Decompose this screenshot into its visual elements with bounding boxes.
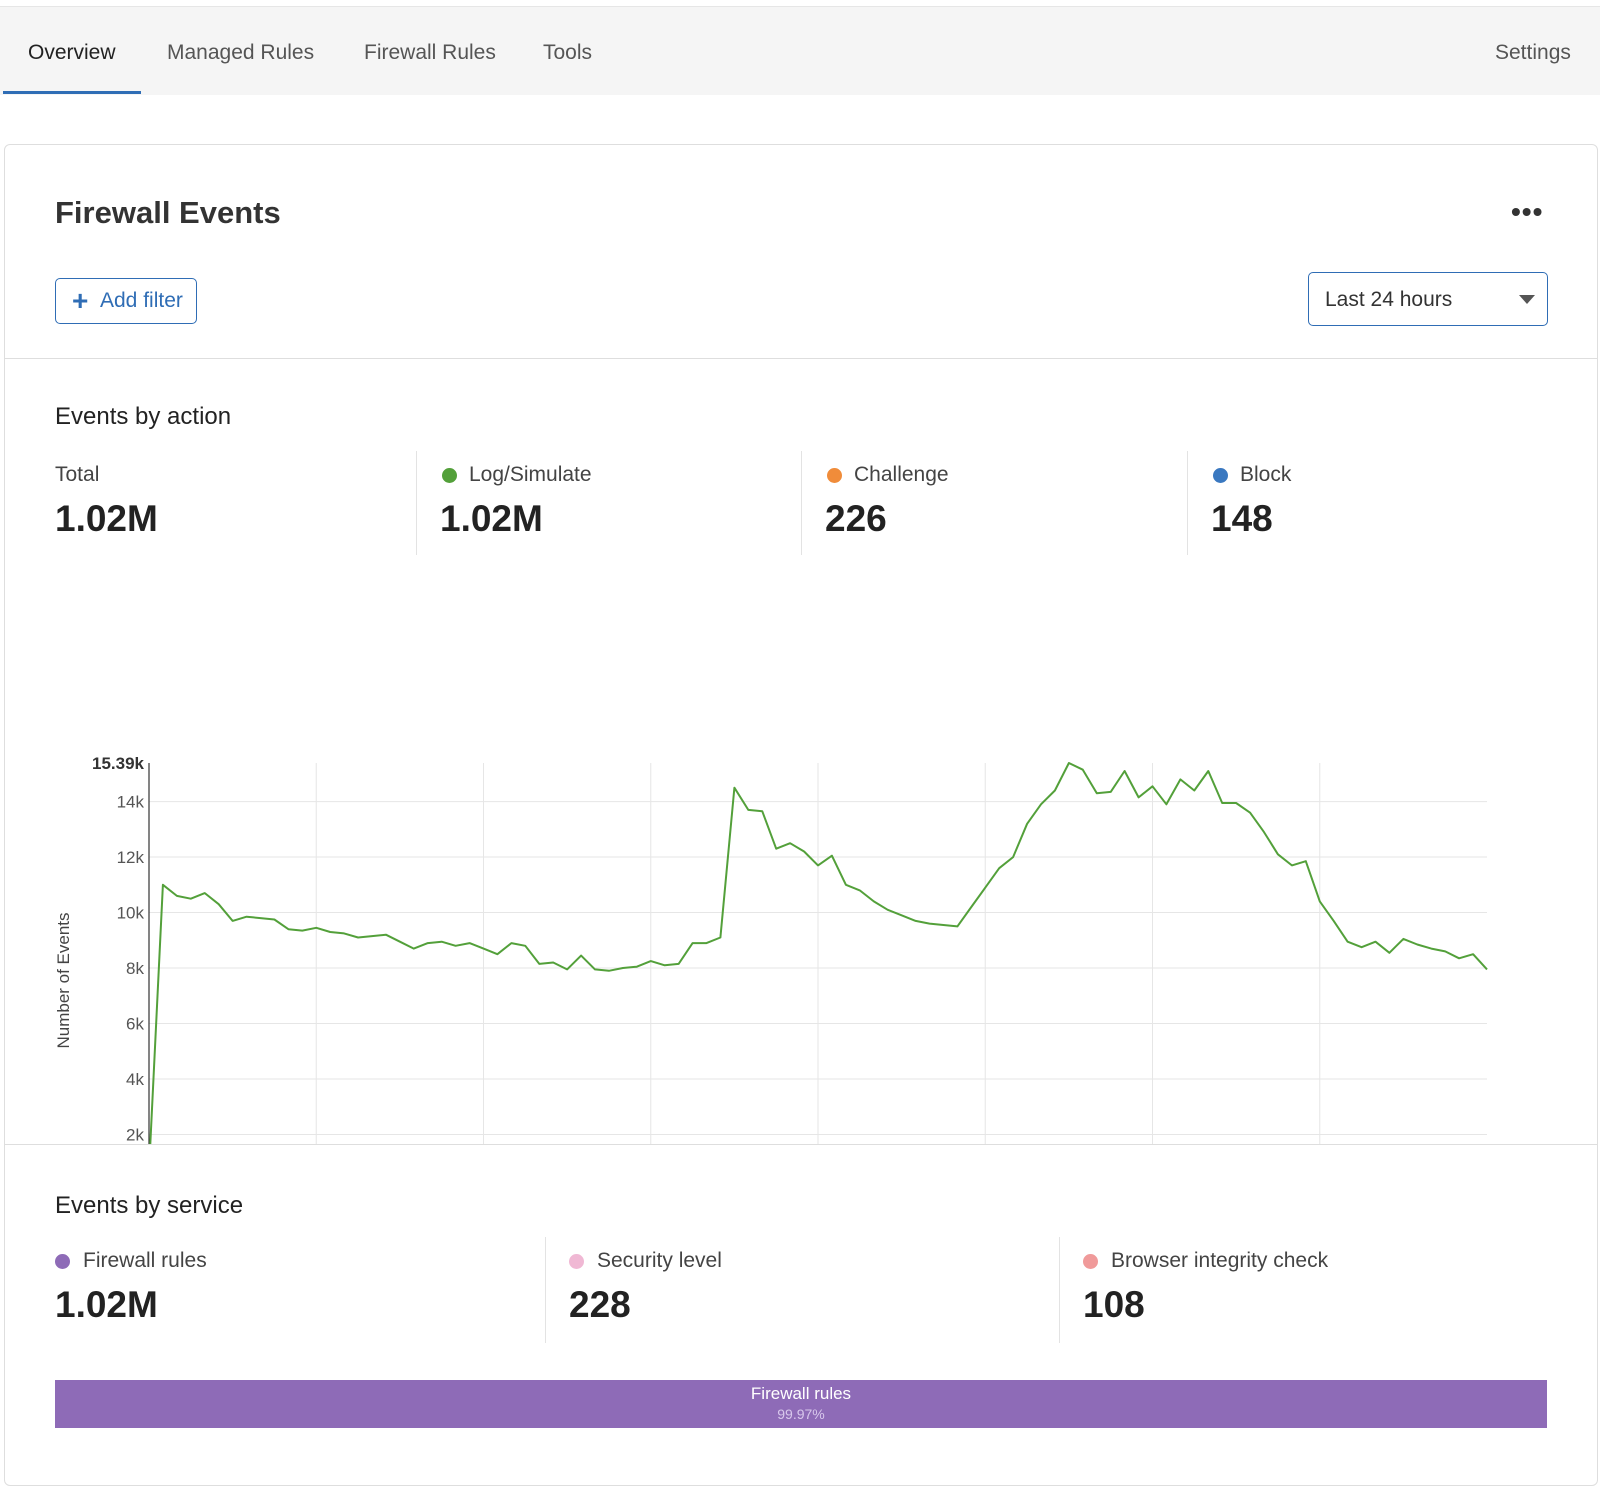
- service-share-bar-percent: 99.97%: [777, 1406, 825, 1422]
- stat-separator: [416, 451, 417, 555]
- stat-firewall-rules-label: Firewall rules: [83, 1249, 207, 1272]
- tab-firewall-rules[interactable]: Firewall Rules: [364, 41, 496, 64]
- challenge-legend-dot: [827, 468, 842, 483]
- y-tick-label: 14k: [117, 793, 145, 812]
- y-tick-label: 12k: [117, 848, 145, 867]
- stat-block-value: 148: [1211, 498, 1273, 539]
- y-tick-label: 2k: [126, 1126, 144, 1145]
- tab-settings[interactable]: Settings: [1495, 41, 1571, 64]
- events-by-action-title: Events by action: [55, 403, 232, 430]
- service-share-bar[interactable]: Firewall rules 99.97%: [55, 1380, 1547, 1428]
- stat-total-label: Total: [55, 463, 100, 486]
- y-axis-title: Number of Events: [54, 912, 73, 1048]
- stat-separator: [801, 451, 802, 555]
- browser-integrity-legend-dot: [1083, 1254, 1098, 1269]
- stat-browser-integrity-label: Browser integrity check: [1111, 1249, 1329, 1272]
- active-tab-indicator: [3, 91, 141, 94]
- service-share-bar-label: Firewall rules: [750, 1384, 852, 1403]
- firewall-rules-legend-dot: [55, 1254, 70, 1269]
- stat-block-label: Block: [1240, 463, 1292, 486]
- log-simulate-legend-dot: [442, 468, 457, 483]
- tab-overview[interactable]: Overview: [28, 41, 116, 64]
- card-title: Firewall Events: [55, 195, 281, 230]
- y-tick-label: 8k: [126, 959, 144, 978]
- stat-challenge-value: 226: [825, 498, 887, 539]
- stat-log-simulate-value: 1.02M: [440, 498, 543, 539]
- stat-security-level-label: Security level: [597, 1249, 722, 1272]
- y-tick-label: 4k: [126, 1070, 144, 1089]
- divider: [5, 1144, 1597, 1145]
- block-legend-dot: [1213, 468, 1228, 483]
- divider: [5, 358, 1597, 359]
- stat-separator: [1187, 451, 1188, 555]
- events-line-chart: 02k4k6k8k10k12k14k15.39k02:4506 PM09 PMM…: [54, 754, 1488, 1145]
- y-tick-label: 6k: [126, 1015, 144, 1034]
- time-range-value: Last 24 hours: [1325, 288, 1453, 311]
- chevron-down-icon: [1519, 295, 1535, 304]
- add-filter-label: Add filter: [100, 289, 183, 312]
- stat-separator: [1059, 1237, 1060, 1343]
- firewall-events-card: Firewall Events ••• + Add filter Last 24…: [4, 144, 1598, 1486]
- add-filter-button[interactable]: + Add filter: [55, 278, 197, 324]
- stat-challenge-label: Challenge: [854, 463, 949, 486]
- time-range-select[interactable]: Last 24 hours: [1308, 272, 1548, 326]
- top-navigation: Overview Managed Rules Firewall Rules To…: [0, 6, 1600, 95]
- stat-security-level-value: 228: [569, 1284, 631, 1325]
- series-line-log-simulate: [149, 762, 1488, 1145]
- events-by-service-title: Events by service: [55, 1192, 244, 1219]
- stat-separator: [545, 1237, 546, 1343]
- stat-firewall-rules-value: 1.02M: [55, 1284, 158, 1325]
- more-options-icon[interactable]: •••: [1511, 196, 1544, 227]
- stat-browser-integrity-value: 108: [1083, 1284, 1145, 1325]
- stat-total-value: 1.02M: [55, 498, 158, 539]
- security-level-legend-dot: [569, 1254, 584, 1269]
- plus-icon: +: [72, 285, 89, 316]
- y-tick-label: 10k: [117, 904, 145, 923]
- stat-log-simulate-label: Log/Simulate: [469, 463, 592, 486]
- tab-managed-rules[interactable]: Managed Rules: [167, 41, 315, 64]
- y-tick-label: 15.39k: [92, 754, 145, 773]
- tab-tools[interactable]: Tools: [543, 41, 593, 64]
